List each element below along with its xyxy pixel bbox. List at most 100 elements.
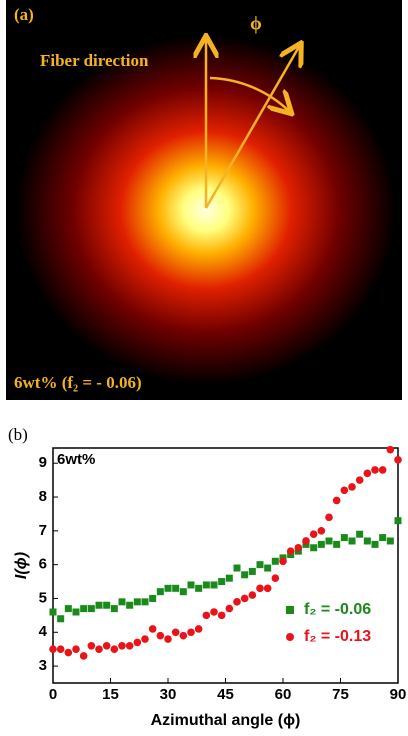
y-tick-label: 9 bbox=[39, 454, 47, 471]
data-point bbox=[194, 625, 203, 633]
x-tick-label: 75 bbox=[332, 686, 349, 703]
data-point bbox=[72, 608, 80, 616]
legend-label: f₂ = -0.13 bbox=[304, 628, 371, 645]
data-point bbox=[72, 645, 80, 653]
x-tick-label: 45 bbox=[217, 686, 234, 703]
y-tick-label: 4 bbox=[39, 623, 48, 640]
caption: 6wt% (f₂ = - 0.06) bbox=[14, 373, 142, 392]
data-point bbox=[79, 652, 88, 660]
data-point bbox=[118, 598, 126, 606]
data-point bbox=[394, 456, 402, 464]
data-point bbox=[325, 513, 333, 522]
data-point bbox=[263, 584, 272, 593]
data-point bbox=[363, 469, 372, 478]
data-point bbox=[371, 540, 379, 548]
y-axis-label: I(ϕ) bbox=[13, 552, 30, 579]
data-point bbox=[64, 648, 73, 657]
data-point bbox=[95, 601, 103, 609]
data-point bbox=[87, 605, 95, 613]
data-point bbox=[286, 547, 295, 555]
data-point bbox=[217, 611, 226, 620]
y-tick-label: 6 bbox=[39, 556, 47, 573]
data-point bbox=[202, 581, 210, 589]
data-point bbox=[148, 625, 157, 633]
diffraction-glow bbox=[16, 35, 396, 385]
data-point bbox=[64, 605, 72, 613]
data-point bbox=[56, 645, 65, 653]
y-tick-label: 5 bbox=[39, 589, 47, 606]
data-point bbox=[256, 584, 264, 593]
data-point bbox=[271, 574, 280, 582]
data-point bbox=[302, 537, 310, 545]
data-point bbox=[317, 540, 325, 548]
legend-swatch bbox=[286, 606, 294, 614]
data-point bbox=[340, 534, 348, 542]
y-tick-label: 7 bbox=[39, 522, 47, 539]
data-point bbox=[225, 574, 233, 582]
data-point bbox=[172, 584, 180, 592]
data-point bbox=[202, 611, 211, 620]
legend-swatch bbox=[286, 633, 294, 641]
data-point bbox=[363, 537, 371, 545]
arrow-label: Fiber direction bbox=[40, 51, 149, 70]
y-tick-label: 8 bbox=[39, 488, 47, 505]
data-point bbox=[233, 598, 241, 606]
x-tick-label: 15 bbox=[102, 686, 119, 703]
data-point bbox=[102, 642, 111, 650]
data-point bbox=[164, 584, 172, 592]
data-point bbox=[80, 605, 88, 613]
data-point bbox=[317, 527, 326, 535]
data-point bbox=[294, 543, 303, 552]
data-point bbox=[240, 594, 249, 603]
x-tick-label: 90 bbox=[390, 686, 407, 703]
data-point bbox=[241, 571, 249, 579]
data-point bbox=[210, 581, 218, 589]
data-point bbox=[164, 635, 172, 643]
data-point bbox=[57, 615, 65, 623]
panel-label: (a) bbox=[14, 5, 34, 24]
x-axis-label: Azimuthal angle (ϕ) bbox=[151, 712, 301, 729]
panel-label: (b) bbox=[8, 425, 28, 444]
data-point bbox=[378, 466, 387, 474]
data-point bbox=[348, 483, 356, 491]
x-tick-label: 0 bbox=[49, 686, 57, 703]
data-point bbox=[49, 645, 57, 653]
data-point bbox=[332, 496, 341, 505]
data-point bbox=[248, 567, 256, 575]
data-point bbox=[248, 591, 257, 599]
data-point bbox=[179, 631, 188, 640]
data-point bbox=[49, 608, 57, 616]
data-point bbox=[141, 635, 149, 643]
data-point bbox=[103, 601, 111, 609]
data-point bbox=[95, 645, 103, 653]
angle-arrow bbox=[204, 45, 300, 209]
data-point bbox=[126, 601, 134, 609]
data-point bbox=[218, 578, 226, 586]
data-point bbox=[233, 564, 241, 572]
y-tick-label: 3 bbox=[39, 657, 47, 674]
data-point bbox=[386, 537, 394, 545]
data-point bbox=[156, 631, 165, 640]
data-point bbox=[210, 608, 218, 616]
data-point bbox=[256, 561, 264, 569]
data-point bbox=[394, 517, 402, 525]
data-point bbox=[110, 605, 118, 613]
data-point bbox=[333, 540, 341, 548]
data-point bbox=[309, 530, 318, 539]
data-point bbox=[133, 598, 141, 606]
data-point bbox=[118, 642, 126, 650]
data-point bbox=[133, 638, 142, 647]
data-point bbox=[110, 645, 119, 653]
angle-arc bbox=[209, 76, 290, 112]
data-point bbox=[141, 598, 149, 606]
data-point bbox=[187, 628, 195, 637]
data-point bbox=[348, 537, 356, 545]
data-point bbox=[386, 445, 395, 454]
data-point bbox=[340, 486, 349, 495]
angle-symbol: ϕ bbox=[250, 13, 262, 34]
data-point bbox=[379, 534, 387, 542]
data-point bbox=[149, 594, 157, 602]
